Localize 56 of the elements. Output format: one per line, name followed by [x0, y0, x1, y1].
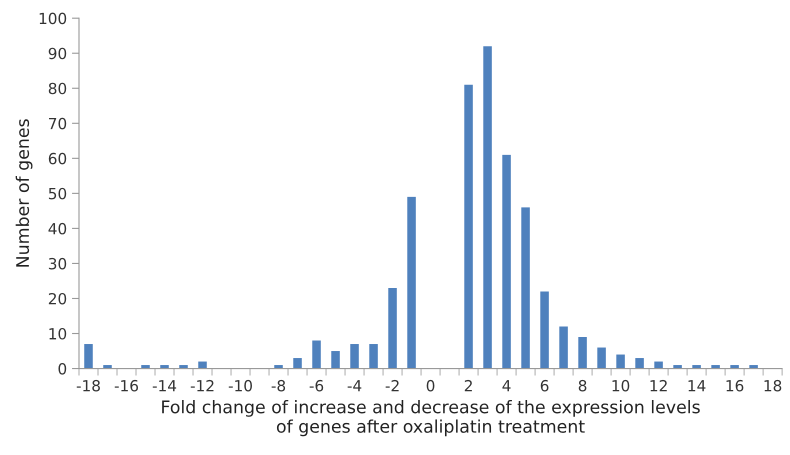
x-tick-label: -16	[114, 380, 138, 392]
bar	[578, 337, 587, 369]
bar	[312, 340, 321, 369]
bar	[559, 326, 568, 369]
y-axis-title: Number of genes	[16, 119, 32, 267]
y-tick-label: 10	[49, 328, 66, 340]
x-tick-label: -6	[310, 380, 324, 392]
x-tick-label: -10	[228, 380, 252, 392]
x-tick-label: 18	[764, 380, 782, 392]
bar	[198, 362, 207, 369]
bar	[331, 351, 340, 369]
x-tick-label: -8	[272, 380, 286, 392]
bar	[407, 196, 416, 369]
bar	[141, 365, 150, 369]
bar	[502, 154, 511, 369]
bar	[369, 344, 378, 369]
bar	[540, 291, 549, 369]
bar	[464, 84, 473, 369]
x-tick-label: 4	[502, 380, 511, 392]
y-tick-label: 40	[48, 222, 66, 234]
y-tick-label: 80	[48, 82, 66, 94]
y-tick-label: 100	[40, 12, 66, 24]
bar	[521, 207, 530, 369]
x-tick-label: 10	[612, 380, 630, 392]
x-tick-label: 16	[726, 380, 744, 392]
x-tick-label: 14	[688, 380, 706, 392]
x-tick-label: -14	[152, 380, 176, 392]
bar	[635, 358, 644, 369]
x-tick-label: -18	[76, 380, 100, 392]
y-tick-label: 50	[48, 188, 66, 200]
x-tick-label: -2	[386, 380, 399, 392]
y-tick-label: 60	[48, 152, 66, 164]
bar	[84, 344, 93, 369]
x-axis-title: Fold change of increase and decrease of the expression levels of genes after oxaliplatin treatment	[162, 400, 700, 436]
y-tick-label: 70	[49, 118, 66, 130]
bar	[597, 348, 606, 369]
x-tick-label: 2	[464, 380, 472, 392]
x-tick-label: 0	[426, 380, 434, 392]
bar	[293, 358, 302, 369]
bar	[388, 288, 397, 369]
y-tick-label: 20	[48, 292, 66, 304]
x-tick-label: 8	[578, 380, 586, 392]
bar	[160, 365, 169, 369]
bar	[179, 365, 188, 369]
bar	[103, 365, 112, 369]
x-tick-label: -12	[190, 380, 214, 392]
y-tick-label: 90	[48, 48, 66, 60]
bar	[350, 344, 359, 369]
x-tick-label: 12	[650, 380, 667, 392]
bar	[616, 354, 625, 369]
bar	[483, 46, 492, 369]
bar	[654, 362, 663, 369]
y-tick-label: 30	[48, 258, 66, 270]
x-tick-label: -4	[348, 380, 362, 392]
x-tick-label: 6	[540, 380, 548, 392]
y-tick-label: 0	[58, 363, 66, 375]
